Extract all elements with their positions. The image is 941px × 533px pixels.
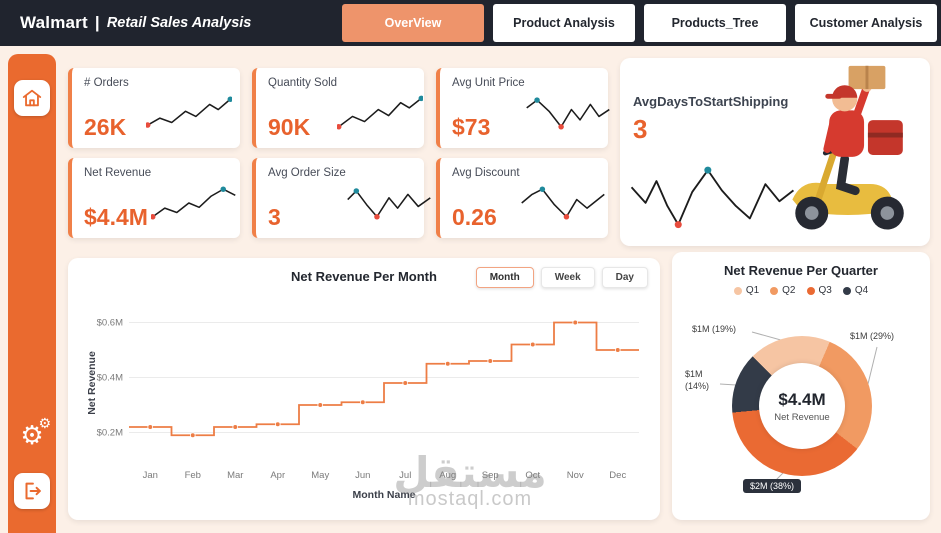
kpi-value: $73 bbox=[452, 114, 491, 140]
kpi-sparkline bbox=[525, 97, 610, 130]
legend-dot bbox=[842, 286, 851, 295]
kpi-title: Avg Discount bbox=[452, 167, 520, 179]
period-toggle-group: Month Week Day bbox=[475, 267, 648, 288]
legend-label: Q1 bbox=[745, 285, 760, 296]
svg-text:Aug: Aug bbox=[439, 470, 456, 481]
svg-text:Jul: Jul bbox=[399, 470, 411, 481]
kpi-card--orders: # Orders 26K bbox=[68, 68, 240, 148]
legend-item-q2[interactable]: Q2 bbox=[770, 285, 796, 296]
kpi-card-avg-order-size: Avg Order Size 3 bbox=[252, 158, 431, 238]
tab-overview[interactable]: OverView bbox=[342, 4, 484, 42]
sidebar-bottom-group: ⚙ ⚙ bbox=[14, 417, 51, 509]
quarter-chart-title: Net Revenue Per Quarter bbox=[724, 263, 878, 278]
kpi-value: 90K bbox=[268, 114, 311, 140]
kpi-value: $4.4M bbox=[84, 204, 148, 230]
kpi-sparkline bbox=[151, 186, 236, 220]
svg-text:$0.2M: $0.2M bbox=[97, 428, 123, 439]
legend-item-q1[interactable]: Q1 bbox=[733, 285, 760, 296]
kpi-value: 3 bbox=[268, 204, 281, 230]
donut-label-q1: $1M (19%) bbox=[692, 324, 737, 334]
kpi-title: # Orders bbox=[84, 77, 129, 89]
svg-text:$0.4M: $0.4M bbox=[97, 373, 123, 384]
header-tabs: OverView Product Analysis Products_Tree Cus… bbox=[342, 4, 937, 42]
logout-icon bbox=[25, 482, 41, 500]
donut-total-value: $4.4M bbox=[778, 389, 826, 409]
legend-item-q4[interactable]: Q4 bbox=[842, 285, 869, 296]
report-subtitle: Retail Sales Analysis bbox=[106, 15, 252, 31]
legend-label: Q2 bbox=[782, 285, 796, 296]
delivery-rider-illustration bbox=[792, 65, 904, 230]
sidebar: ⚙ ⚙ bbox=[8, 54, 56, 533]
month-chart-title: Net Revenue Per Month bbox=[291, 269, 437, 284]
step-line-chart: $0.2M $0.4M $0.6M Jan Feb Mar Apr May Jun Jul Aug S… bbox=[86, 318, 639, 501]
kpi-title: Net Revenue bbox=[84, 167, 152, 179]
net-revenue-per-month-chart: Net Revenue Per Month Month Week Day $0.2M… bbox=[68, 258, 660, 520]
donut-label-q2: $1M (29%) bbox=[850, 331, 895, 341]
svg-text:Jun: Jun bbox=[355, 470, 370, 481]
gear-icon: ⚙ bbox=[20, 421, 44, 451]
svg-text:Sep: Sep bbox=[482, 470, 499, 481]
kpi-card-avg-discount: Avg Discount 0.26 bbox=[436, 158, 608, 238]
donut-total-label: Net Revenue bbox=[774, 411, 830, 423]
donut-label-q3: $2M (38%) bbox=[743, 479, 802, 493]
svg-text:May: May bbox=[311, 470, 329, 481]
kpi-sparkline bbox=[337, 95, 424, 130]
svg-text:Dec: Dec bbox=[609, 470, 626, 481]
header: Walmart | Retail Sales Analysis OverView… bbox=[0, 0, 941, 46]
home-icon bbox=[22, 89, 42, 107]
kpi-card-avg-unit-price: Avg Unit Price $73 bbox=[436, 68, 610, 148]
svg-text:Jan: Jan bbox=[143, 470, 158, 481]
svg-text:Net Revenue: Net Revenue bbox=[86, 351, 98, 415]
donut-label-q4: $1M (14%) bbox=[685, 369, 710, 391]
legend-dot bbox=[806, 286, 815, 295]
svg-text:Mar: Mar bbox=[227, 470, 243, 481]
kpi-title: Quantity Sold bbox=[268, 77, 338, 89]
shipping-sparkline bbox=[630, 166, 795, 229]
svg-text:Feb: Feb bbox=[185, 470, 201, 481]
legend-item-q3[interactable]: Q3 bbox=[806, 285, 832, 296]
kpi-value: 0.26 bbox=[452, 204, 497, 230]
toggle-month[interactable]: Month bbox=[475, 267, 534, 288]
legend-dot bbox=[733, 286, 742, 295]
brand-name: Walmart bbox=[20, 13, 88, 32]
tab-customer-analysis[interactable]: Customer Analysis bbox=[795, 4, 937, 42]
shipping-panel: AvgDaysToStartShipping 3 bbox=[620, 58, 930, 246]
svg-text:Month Name: Month Name bbox=[353, 489, 416, 501]
shipping-title: AvgDaysToStartShipping bbox=[633, 94, 789, 109]
kpi-title: Avg Order Size bbox=[268, 167, 346, 179]
logout-button[interactable] bbox=[14, 473, 50, 509]
brand-separator: | bbox=[94, 13, 100, 32]
kpi-sparkline bbox=[346, 188, 431, 220]
svg-text:Nov: Nov bbox=[567, 470, 584, 481]
svg-text:$0.6M: $0.6M bbox=[97, 318, 123, 329]
legend-dot bbox=[770, 286, 779, 295]
kpi-title: Avg Unit Price bbox=[452, 77, 525, 89]
kpi-sparkline bbox=[146, 96, 232, 128]
svg-text:Oct: Oct bbox=[525, 470, 540, 481]
kpi-card-net-revenue: Net Revenue $4.4M bbox=[68, 158, 240, 238]
quarter-legend: Q1 Q2 Q3 Q4 bbox=[672, 285, 930, 296]
legend-label: Q3 bbox=[818, 285, 832, 296]
donut-center: $4.4M Net Revenue bbox=[759, 363, 845, 449]
toggle-day[interactable]: Day bbox=[601, 267, 648, 288]
kpi-sparkline bbox=[520, 186, 605, 220]
kpi-value: 26K bbox=[84, 114, 127, 140]
svg-text:Apr: Apr bbox=[270, 470, 285, 481]
gear-small-icon: ⚙ bbox=[38, 416, 51, 432]
legend-label: Q4 bbox=[854, 285, 869, 296]
kpi-card-quantity-sold: Quantity Sold 90K bbox=[252, 68, 424, 148]
home-button[interactable] bbox=[14, 80, 50, 116]
toggle-week[interactable]: Week bbox=[540, 267, 595, 288]
tab-product-analysis[interactable]: Product Analysis bbox=[493, 4, 635, 42]
kpi-grid: # Orders 26K Quantity Sold 90K Avg Unit Pric… bbox=[68, 68, 610, 238]
shipping-value: 3 bbox=[633, 114, 648, 144]
settings-button[interactable]: ⚙ ⚙ bbox=[14, 417, 51, 457]
net-revenue-per-quarter-chart: Net Revenue Per Quarter Q1 Q2 Q3 Q4 $4.4M N… bbox=[672, 252, 930, 520]
tab-products-tree[interactable]: Products_Tree bbox=[644, 4, 786, 42]
